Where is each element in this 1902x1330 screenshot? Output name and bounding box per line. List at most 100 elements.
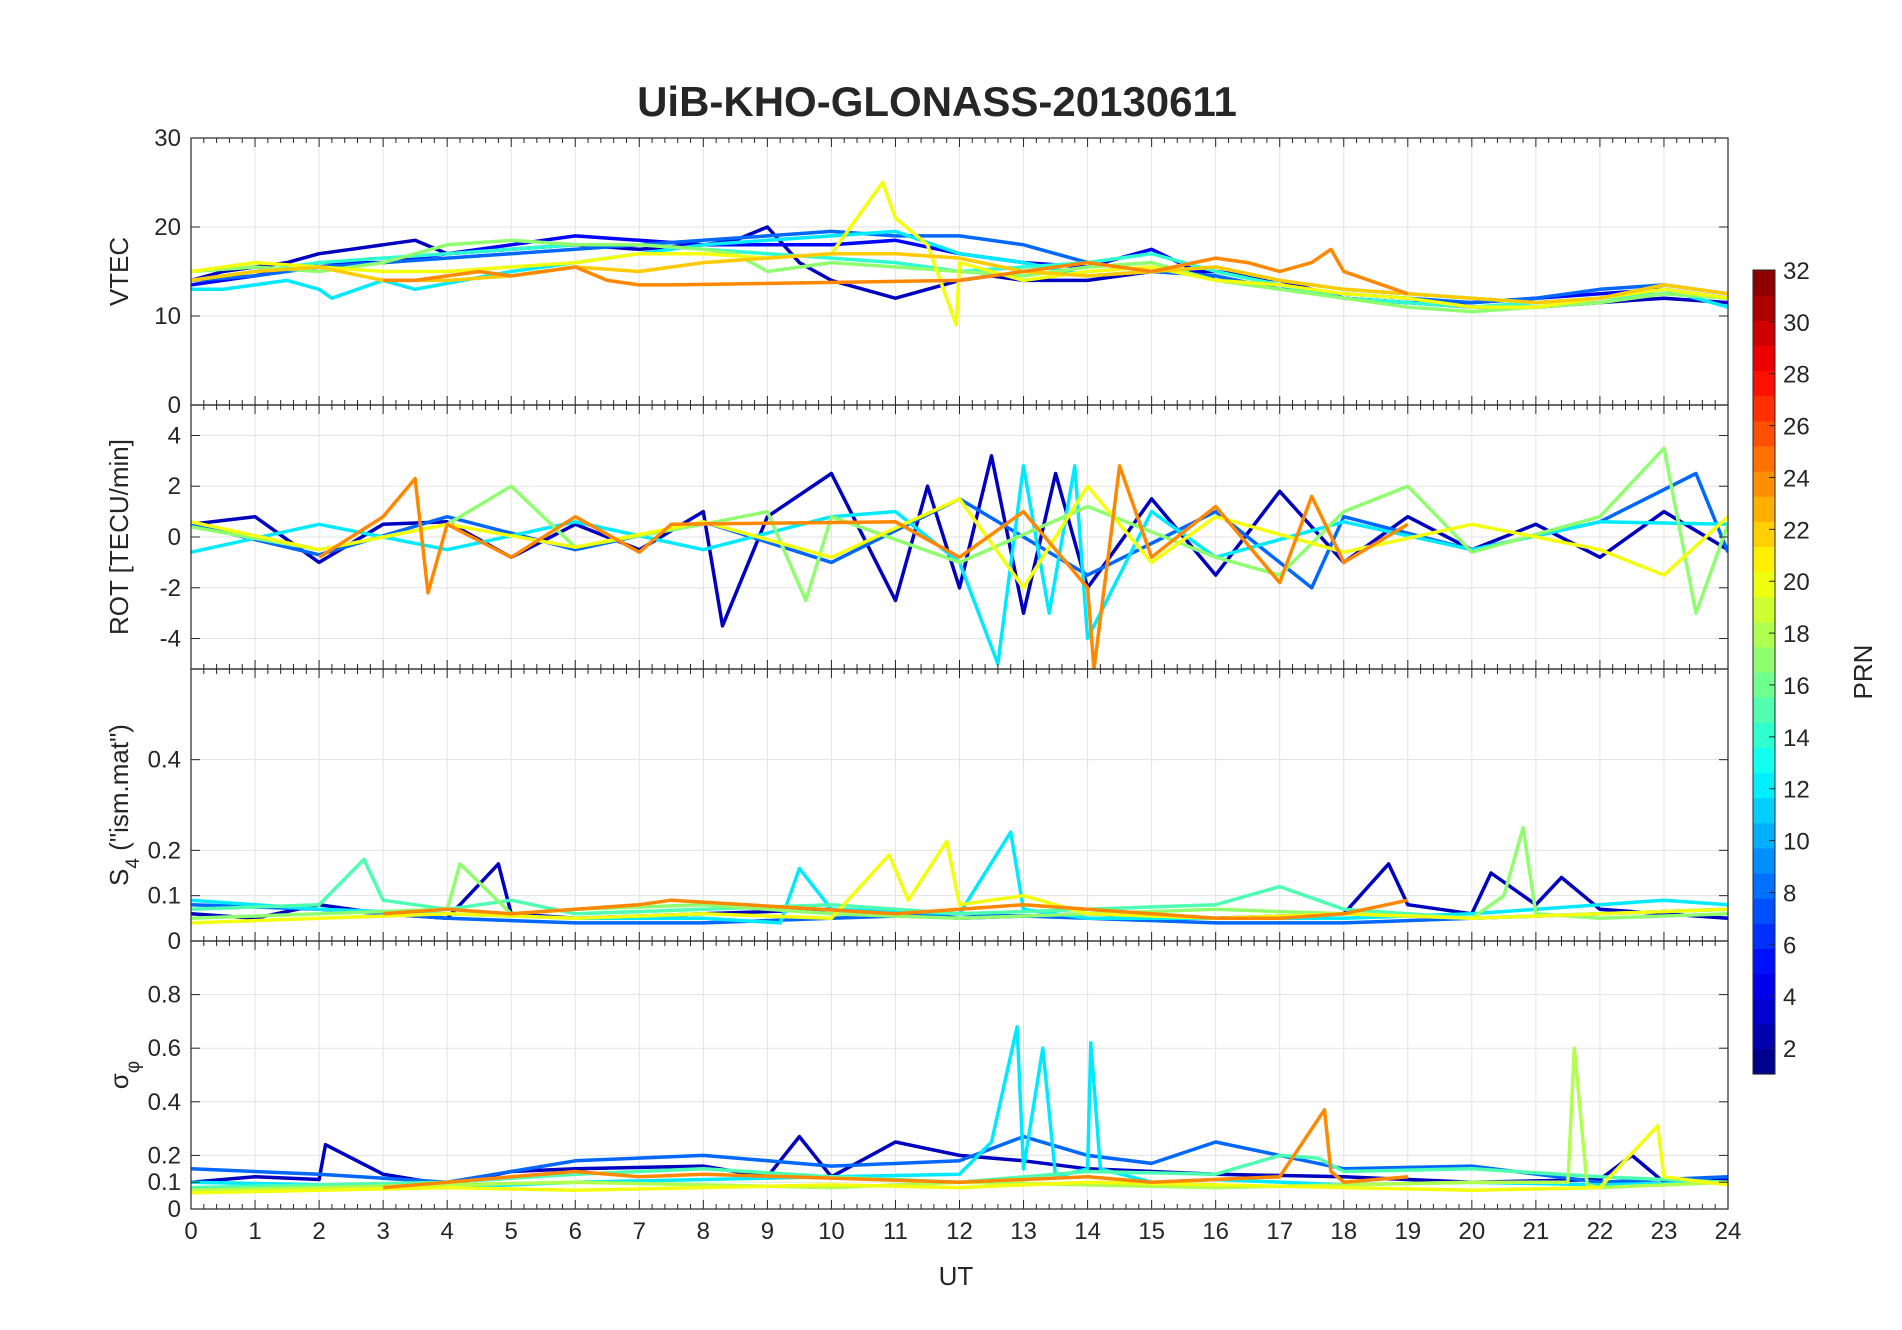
colorbar-cell	[1753, 420, 1775, 447]
y-tick-label: 0.4	[148, 1089, 181, 1116]
colorbar-cell	[1753, 320, 1775, 346]
colorbar-tick-label: 30	[1783, 310, 1810, 337]
x-tick-label: 10	[818, 1218, 845, 1245]
y-axis-label: VTEC	[104, 237, 134, 306]
x-axis-label: UT	[939, 1261, 974, 1291]
series-line-prn-17	[191, 238, 1728, 314]
y-tick-label: 0.2	[148, 837, 181, 864]
colorbar-tick-label: 26	[1783, 414, 1810, 441]
colorbar-cell	[1753, 898, 1775, 924]
colorbar-cell	[1753, 596, 1775, 623]
y-tick-label: 0	[168, 1196, 181, 1223]
series-line-prn-24	[318, 464, 1409, 669]
colorbar-cell	[1753, 998, 1775, 1025]
x-tick-label: 4	[440, 1218, 453, 1245]
colorbar-cell	[1753, 295, 1775, 321]
colorbar-tick-label: 8	[1783, 880, 1796, 907]
x-tick-label: 23	[1651, 1218, 1678, 1245]
chart-title: UiB-KHO-GLONASS-20130611	[637, 78, 1237, 125]
x-tick-label: 13	[1010, 1218, 1037, 1245]
colorbar-cell	[1753, 923, 1775, 949]
series-group	[191, 180, 1728, 327]
series-line-prn-17	[191, 825, 1728, 921]
colorbar-label: PRN	[1848, 645, 1878, 700]
colorbar-tick-label: 20	[1783, 569, 1810, 596]
series-line-prn-24	[382, 1108, 1408, 1190]
series-line-prn-18	[191, 1046, 1728, 1192]
colorbar-cell	[1753, 747, 1775, 774]
colorbar-cell	[1753, 797, 1775, 824]
colorbar-cell	[1753, 546, 1775, 573]
colorbar-tick-label: 24	[1783, 465, 1810, 492]
y-axis-label-rest: ("ism.mat")	[104, 724, 134, 858]
colorbar-tick-label: 16	[1783, 673, 1810, 700]
x-tick-label: 16	[1202, 1218, 1229, 1245]
y-axis-label-main: σ	[104, 1073, 134, 1089]
y-tick-label: 0	[168, 928, 181, 955]
colorbar-cell	[1753, 722, 1775, 748]
y-tick-label: 0.2	[148, 1142, 181, 1169]
x-tick-label: 21	[1523, 1218, 1550, 1245]
x-tick-label: 18	[1330, 1218, 1357, 1245]
x-tick-label: 12	[946, 1218, 973, 1245]
x-tick-label: 24	[1715, 1218, 1742, 1245]
series-group	[191, 1025, 1728, 1195]
colorbar-cell	[1753, 445, 1775, 472]
x-tick-label: 3	[376, 1218, 389, 1245]
y-tick-label: 20	[154, 214, 181, 241]
y-tick-label: 0.1	[148, 883, 181, 910]
colorbar-tick-label: 22	[1783, 517, 1810, 544]
colorbar-cell	[1753, 370, 1775, 397]
x-tick-label: 17	[1266, 1218, 1293, 1245]
series-line-prn-15	[191, 857, 1728, 921]
x-tick-label: 22	[1587, 1218, 1614, 1245]
y-tick-label: 0.8	[148, 982, 181, 1009]
y-tick-label: 10	[154, 303, 181, 330]
x-tick-label: 9	[761, 1218, 774, 1245]
colorbar-tick-label: 28	[1783, 362, 1810, 389]
x-tick-label: 1	[248, 1218, 261, 1245]
x-tick-label: 11	[883, 1218, 908, 1245]
series-line-prn-8	[191, 229, 1728, 305]
colorbar-cell	[1753, 672, 1775, 698]
colorbar-cell	[1753, 948, 1775, 975]
y-tick-label: -4	[160, 626, 181, 653]
colorbar-tick-label: 10	[1783, 829, 1810, 856]
x-tick-label: 15	[1138, 1218, 1165, 1245]
y-tick-label: -2	[160, 575, 181, 602]
y-axis-label: σφ	[104, 1061, 144, 1089]
y-axis-label-sub: φ	[123, 1061, 144, 1073]
x-tick-label: 7	[633, 1218, 646, 1245]
colorbar-cell	[1753, 822, 1775, 849]
colorbar-cell	[1753, 345, 1775, 372]
colorbar-cell	[1753, 395, 1775, 422]
colorbar-tick-label: 2	[1783, 1036, 1796, 1063]
ticks	[190, 941, 1729, 1210]
colorbar-tick-label: 18	[1783, 621, 1810, 648]
y-axis-label: S4 ("ism.mat")	[104, 724, 144, 886]
colorbar-cell	[1753, 646, 1775, 673]
series-line-prn-20	[191, 1124, 1728, 1195]
ticks	[190, 137, 1729, 406]
colorbar-cell	[1753, 571, 1775, 598]
y-axis-label-sub: 4	[123, 858, 144, 869]
colorbar-cell	[1753, 1048, 1775, 1075]
panel-3: 00.10.20.4S4 ("ism.mat")	[104, 668, 1729, 955]
colorbar-tick-label: 32	[1783, 258, 1810, 285]
y-axis-label: ROT [TECU/min]	[104, 439, 134, 635]
series-line-prn-17	[191, 446, 1728, 615]
y-tick-label: 0.4	[148, 747, 181, 774]
colorbar-cell	[1753, 772, 1775, 799]
colorbar-cell	[1753, 521, 1775, 547]
series-line-prn-22	[191, 251, 1728, 305]
colorbar-cell	[1753, 973, 1775, 1000]
y-tick-label: 0	[168, 524, 181, 551]
series-line-prn-20	[191, 180, 1728, 327]
x-tick-label: 8	[697, 1218, 710, 1245]
series-line-prn-24	[382, 898, 1409, 921]
y-tick-label: 0	[168, 392, 181, 419]
y-tick-label: 4	[168, 422, 181, 449]
y-axis-label-main: S	[104, 869, 134, 886]
